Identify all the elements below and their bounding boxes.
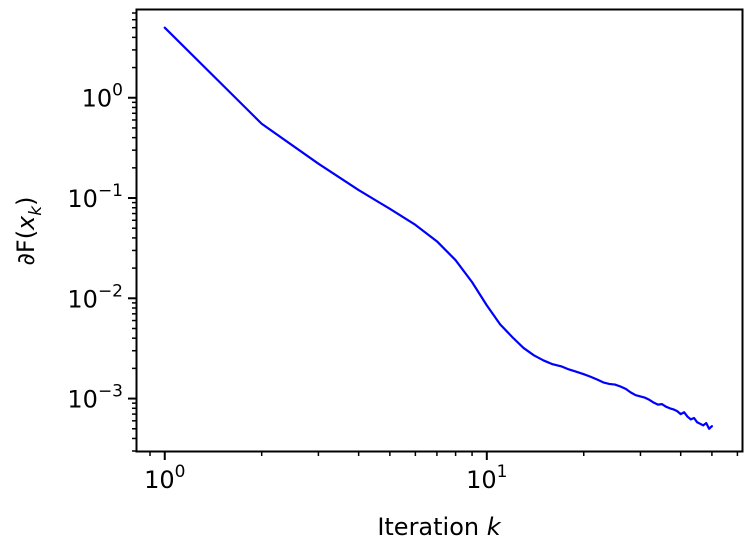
- x-tick-exponent: 1: [497, 462, 508, 482]
- y-tick-exponent: −1: [98, 181, 123, 201]
- y-tick-base: 10: [67, 386, 98, 414]
- x-tick-base: 10: [144, 466, 175, 494]
- y-tick-base: 10: [67, 185, 98, 213]
- y-axis-label-variable: x: [12, 215, 40, 231]
- minor-ticks: [132, 12, 739, 456]
- y-tick-label: 10−1: [67, 181, 123, 213]
- y-axis-label-suffix: ): [12, 196, 40, 205]
- x-tick-label: 100: [144, 462, 185, 494]
- series-layer: [163, 26, 714, 430]
- series-line-1: [163, 26, 714, 430]
- x-axis-label: Iteration k: [377, 513, 501, 541]
- y-tick-base: 10: [82, 85, 113, 113]
- y-axis-label-subscript: k: [26, 205, 46, 216]
- y-axis-label-prefix: ∂F(: [12, 230, 40, 266]
- y-tick-base: 10: [67, 285, 98, 313]
- x-tick-label: 101: [466, 462, 507, 494]
- plot-frame: [135, 8, 744, 453]
- x-axis-label-text: Iteration: [377, 513, 479, 541]
- y-tick-label: 10−2: [67, 281, 123, 313]
- y-tick-label: 10−3: [67, 382, 123, 414]
- x-axis-label-variable: k: [487, 513, 502, 541]
- y-tick-exponent: −2: [98, 281, 123, 301]
- y-tick-label: 100: [82, 81, 123, 113]
- y-tick-exponent: −3: [98, 382, 123, 402]
- y-axis-label: ∂F(xk): [12, 196, 46, 265]
- x-tick-exponent: 0: [175, 462, 186, 482]
- x-tick-base: 10: [466, 466, 497, 494]
- y-tick-exponent: 0: [112, 81, 123, 101]
- major-ticks: [128, 96, 488, 460]
